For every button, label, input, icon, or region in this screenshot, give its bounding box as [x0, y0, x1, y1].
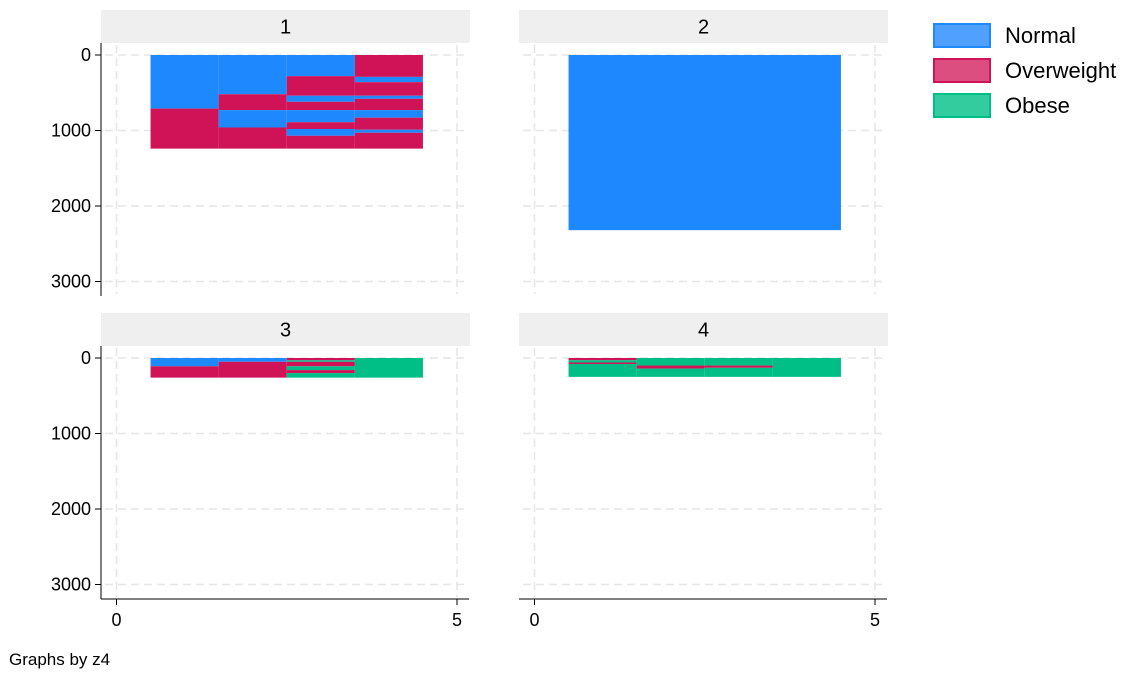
- bar-segment: [636, 368, 705, 377]
- bar-segment: [568, 55, 841, 231]
- legend-item: Normal: [933, 23, 1076, 48]
- bar-segment: [286, 95, 355, 102]
- bar-segment: [218, 358, 287, 362]
- y-tick-label: 2000: [51, 499, 91, 519]
- x-tick-label: 0: [529, 610, 539, 630]
- facet-label: 4: [698, 320, 709, 342]
- bar-segment: [286, 135, 355, 149]
- facet-label: 3: [280, 320, 291, 342]
- bar-segment: [286, 361, 355, 367]
- legend-label: Normal: [1005, 23, 1076, 48]
- facet-strip: [519, 10, 888, 43]
- panel-3: 3 0 1000 2000 3000 0 5: [51, 313, 470, 630]
- bar-segment: [150, 108, 219, 149]
- y-tick-label: 3000: [51, 272, 91, 292]
- bar-segment: [286, 55, 355, 77]
- bar-segment: [568, 362, 637, 365]
- bar-segment: [286, 128, 355, 136]
- bar-segment: [218, 55, 287, 95]
- bar-segment: [354, 98, 423, 111]
- panel-4: 4 0 5: [519, 313, 888, 630]
- bar-segment: [218, 127, 287, 149]
- legend-swatch: [933, 58, 991, 83]
- bar-segment: [354, 95, 423, 99]
- bar-segment: [354, 110, 423, 118]
- legend-label: Overweight: [1005, 58, 1116, 83]
- bar-segment: [286, 101, 355, 111]
- x-tick-label: 5: [452, 610, 462, 630]
- bar-segment: [354, 82, 423, 96]
- bar-segment: [286, 360, 355, 362]
- facet-strip: [519, 313, 888, 346]
- facet-strip: [101, 313, 470, 346]
- bar-segment: [704, 358, 773, 366]
- facet-label: 2: [698, 17, 709, 39]
- bar-segment: [636, 358, 705, 366]
- bar-segment: [286, 370, 355, 374]
- x-tick-label: 5: [870, 610, 880, 630]
- bar-segment: [286, 358, 355, 361]
- legend: Normal Overweight Obese: [933, 23, 1116, 118]
- bar-segment: [218, 94, 287, 111]
- panels: 1 0 1000 2000 3000 2 3 0 1000 2000 3000 0 5 4 0 5: [51, 10, 888, 630]
- bar-segment: [704, 367, 773, 377]
- bar-segment: [636, 365, 705, 369]
- bar-segment: [354, 358, 423, 378]
- bar-segment: [150, 358, 219, 367]
- legend-item: Overweight: [933, 58, 1116, 83]
- y-tick-label: 0: [81, 45, 91, 65]
- bar-segment: [354, 132, 423, 149]
- y-tick-label: 3000: [51, 575, 91, 595]
- bar-segment: [286, 76, 355, 96]
- facet-label: 1: [280, 17, 291, 39]
- legend-item: Obese: [933, 93, 1070, 118]
- bar-segment: [286, 110, 355, 123]
- y-tick-label: 0: [81, 348, 91, 368]
- legend-swatch: [933, 23, 991, 48]
- x-tick-label: 0: [111, 610, 121, 630]
- bar-segment: [150, 366, 219, 378]
- bar-segment: [354, 117, 423, 130]
- bar-segment: [354, 129, 423, 133]
- bar-segment: [704, 365, 773, 368]
- bar-segment: [218, 361, 287, 378]
- legend-swatch: [933, 93, 991, 118]
- bar-segment: [354, 55, 423, 77]
- bar-segment: [286, 122, 355, 129]
- panel-2: 2: [519, 10, 888, 294]
- bar-segment: [150, 55, 219, 109]
- graphs-by-note: Graphs by z4: [9, 650, 110, 669]
- bar-segment: [286, 373, 355, 378]
- bar-segment: [772, 358, 841, 377]
- y-tick-label: 2000: [51, 196, 91, 216]
- legend-label: Obese: [1005, 93, 1070, 118]
- bar-segment: [568, 364, 637, 377]
- bar-segment: [218, 110, 287, 128]
- panel-1: 1 0 1000 2000 3000: [51, 10, 470, 296]
- y-tick-label: 1000: [51, 121, 91, 141]
- bar-segment: [286, 366, 355, 371]
- bar-segment: [354, 76, 423, 83]
- bar-segment: [568, 358, 637, 361]
- facet-strip: [101, 10, 470, 43]
- y-tick-label: 1000: [51, 424, 91, 444]
- bar-segment: [568, 360, 637, 363]
